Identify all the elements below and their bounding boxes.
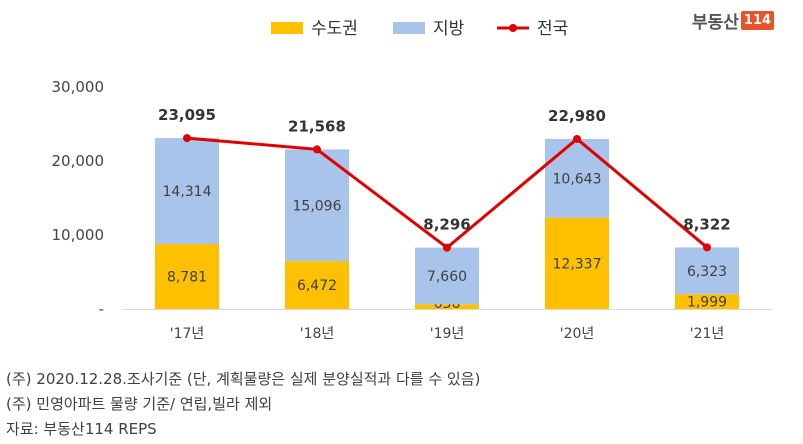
bar-value-label: 6,323 xyxy=(687,264,727,280)
legend-label: 지방 xyxy=(433,19,465,39)
bar-value-label: 1,999 xyxy=(687,295,727,311)
total-value-label: 23,095 xyxy=(158,106,216,124)
x-tick-label: '21년 xyxy=(690,326,725,342)
legend-label: 수도권 xyxy=(311,19,358,39)
x-tick-label: '20년 xyxy=(560,326,595,342)
x-tick-label: '19년 xyxy=(430,326,465,342)
legend-swatch-marker xyxy=(509,24,517,32)
bar-value-label: 15,096 xyxy=(293,198,342,214)
bar-segment-수도권 xyxy=(155,244,219,309)
total-value-label: 8,296 xyxy=(423,216,470,234)
y-tick-label: - xyxy=(99,300,104,318)
bar-segment-지방 xyxy=(545,138,609,218)
legend: 수도권 지방 전국 xyxy=(271,19,568,39)
y-axis: - 10,000 20,000 30,000 xyxy=(52,78,105,318)
note-survey-date: (주) 2020.12.28.조사기준 (단, 계획물량은 실제 분양실적과 다… xyxy=(6,370,481,388)
bar-segment-지방 xyxy=(675,247,739,295)
brand-number-badge: 114 xyxy=(740,11,775,30)
y-tick-label: 10,000 xyxy=(52,226,105,244)
total-point xyxy=(183,134,191,143)
note-criteria: (주) 민영아파트 물량 기준/ 연립,빌라 제외 xyxy=(6,395,273,413)
x-tick-label: '17년 xyxy=(170,326,205,342)
total-point xyxy=(703,243,711,252)
bar-segment-수도권 xyxy=(415,304,479,309)
bar-segment-수도권 xyxy=(545,217,609,309)
bar-segment-지방 xyxy=(415,247,479,305)
bar-value-label: 7,660 xyxy=(427,269,467,285)
total-value-label: 22,980 xyxy=(548,107,606,125)
total-value-label: 8,322 xyxy=(683,215,730,233)
y-tick-label: 20,000 xyxy=(52,152,105,170)
brand-name: 부동산 xyxy=(692,13,739,33)
legend-label: 전국 xyxy=(537,19,568,39)
note-source: 자료: 부동산114 REPS xyxy=(6,420,157,438)
y-tick-label: 30,000 xyxy=(52,78,105,96)
bars-layer: 8,78114,3146,47215,0966367,66012,33710,6… xyxy=(155,138,739,312)
bar-value-label: 14,314 xyxy=(163,184,212,200)
total-point xyxy=(313,145,321,154)
bar-value-label: 8,781 xyxy=(167,270,207,286)
x-tick-label: '18년 xyxy=(300,326,335,342)
bar-value-label: 12,337 xyxy=(553,256,602,272)
total-value-label: 21,568 xyxy=(288,117,346,135)
bar-segment-수도권 xyxy=(285,261,349,309)
bar-segment-수도권 xyxy=(675,294,739,309)
x-axis: '17년 '18년 '19년 '20년 '21년 xyxy=(122,309,772,342)
legend-swatch-수도권 xyxy=(271,22,303,34)
total-point xyxy=(573,134,581,143)
brand-logo: 부동산 114 xyxy=(692,8,775,33)
legend-swatch-지방 xyxy=(393,22,425,34)
bar-value-label: 6,472 xyxy=(297,278,337,294)
stacked-bar-line-chart: 수도권 지방 전국 - 10,000 20,000 30,000 8,781 14,314 6… xyxy=(52,19,772,342)
bar-value-label: 10,643 xyxy=(553,171,602,187)
total-point xyxy=(443,243,451,252)
bar-segment-지방 xyxy=(285,149,349,262)
total-line-layer: 23,095 21,568 8,296 22,980 8,322 xyxy=(158,106,731,252)
source-notes: (주) 2020.12.28.조사기준 (단, 계획물량은 실제 분양실적과 다… xyxy=(6,367,480,442)
bar-segment-지방 xyxy=(155,138,219,245)
